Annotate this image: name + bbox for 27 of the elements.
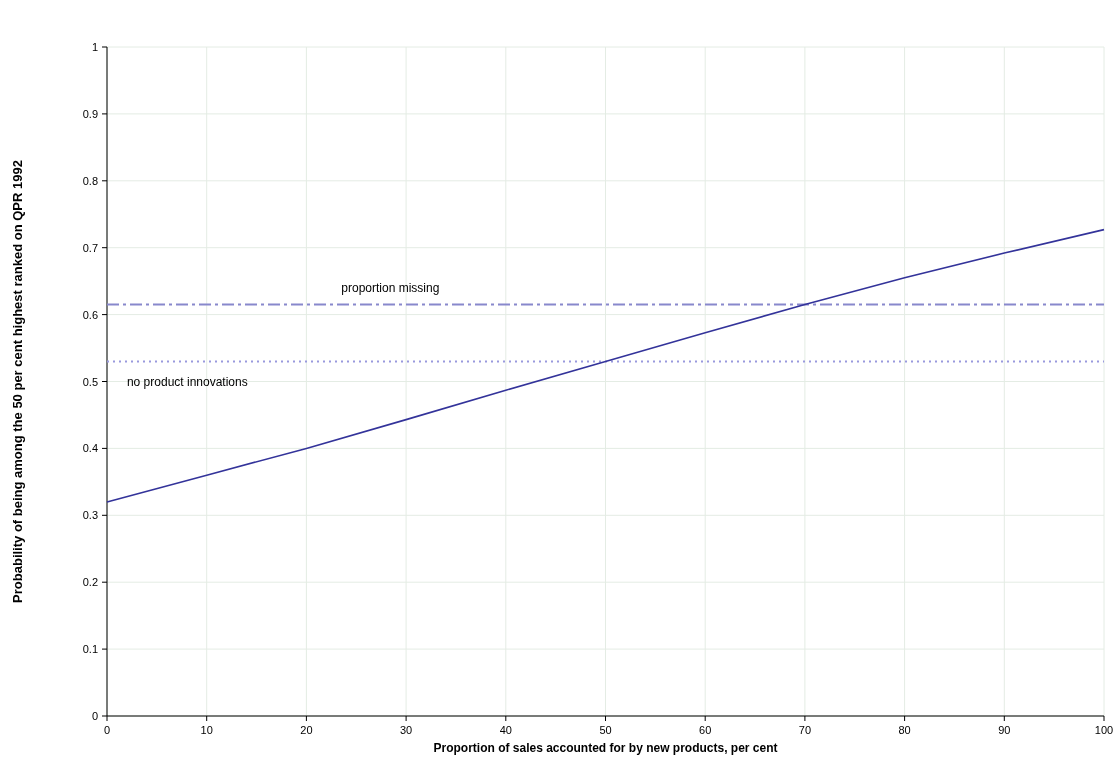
line-series [106, 228, 1105, 503]
y-tick-label: 1 [91, 41, 98, 53]
y-tick-label: 0.9 [82, 107, 98, 120]
y-tick-label: 0.8 [82, 174, 98, 187]
y-tick-label: 0 [91, 710, 98, 722]
y-tick-label: 0.6 [82, 308, 98, 321]
x-axis-title: Proportion of sales accounted for by new products, per cent [433, 741, 778, 755]
x-tick-label: 50 [599, 724, 612, 736]
y-tick-label: 0.4 [82, 442, 98, 455]
x-tick-label: 40 [499, 724, 512, 736]
x-tick-label: 60 [699, 724, 712, 736]
x-tick-label: 70 [798, 724, 812, 736]
x-tick-label: 90 [998, 724, 1011, 736]
x-tick-label: 0 [103, 724, 111, 736]
y-tick-label: 0.7 [82, 241, 98, 254]
x-tick-label: 20 [300, 724, 313, 736]
y-tick-label: 0.1 [82, 643, 98, 656]
x-tick-label: 10 [200, 724, 213, 736]
ref-line-label: no product innovations [126, 375, 248, 390]
ref-line-label: proportion missing [341, 280, 440, 295]
y-axis-title: Probability of being among the 50 per cent highest ranked on QPR 1992 [10, 160, 25, 603]
y-tick-label: 0.2 [82, 576, 98, 589]
y-tick-label: 0.5 [82, 375, 98, 388]
y-tick-label: 0.3 [82, 509, 98, 522]
x-tick-label: 30 [399, 724, 413, 736]
x-tick-label: 100 [1094, 724, 1114, 736]
x-tick-label: 80 [898, 724, 911, 736]
